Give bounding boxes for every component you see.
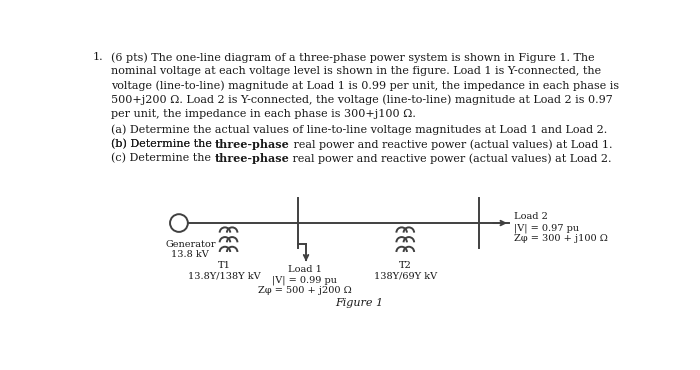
- Text: 500+j200 Ω. Load 2 is Y-connected, the voltage (line-to-line) magnitude at Load : 500+j200 Ω. Load 2 is Y-connected, the v…: [111, 95, 612, 105]
- Text: |V| = 0.97 pu: |V| = 0.97 pu: [514, 223, 579, 232]
- Text: Zφ = 300 + j100 Ω: Zφ = 300 + j100 Ω: [514, 234, 608, 243]
- Text: Load 1: Load 1: [288, 265, 321, 274]
- Text: three-phase: three-phase: [214, 153, 289, 164]
- Text: Load 2: Load 2: [514, 212, 547, 221]
- Text: (6 pts) The one-line diagram of a three-phase power system is shown in Figure 1.: (6 pts) The one-line diagram of a three-…: [111, 52, 594, 63]
- Text: (b) Determine the: (b) Determine the: [111, 139, 215, 149]
- Text: |V| = 0.99 pu: |V| = 0.99 pu: [272, 275, 337, 285]
- Text: nominal voltage at each voltage level is shown in the figure. Load 1 is Y-connec: nominal voltage at each voltage level is…: [111, 66, 601, 76]
- Text: (b) Determine the: (b) Determine the: [111, 139, 215, 149]
- Text: Zφ = 500 + j200 Ω: Zφ = 500 + j200 Ω: [258, 286, 351, 295]
- Text: per unit, the impedance in each phase is 300+j100 Ω.: per unit, the impedance in each phase is…: [111, 109, 416, 119]
- Text: T1: T1: [218, 261, 231, 270]
- Text: Figure 1: Figure 1: [335, 299, 383, 309]
- Text: real power and reactive power (actual values) at Load 2.: real power and reactive power (actual va…: [289, 153, 612, 164]
- Text: 13.8 kV: 13.8 kV: [172, 250, 209, 259]
- Text: (a) Determine the actual values of line-to-line voltage magnitudes at Load 1 and: (a) Determine the actual values of line-…: [111, 125, 607, 135]
- Text: real power and reactive power (actual values) at Load 1.: real power and reactive power (actual va…: [290, 139, 612, 150]
- Text: (b) Determine the three-phase real power and reactive power (actual values) at L: (b) Determine the three-phase real power…: [111, 139, 605, 150]
- Text: Generator: Generator: [166, 240, 216, 249]
- Text: 1.: 1.: [93, 52, 104, 62]
- Text: 13.8Y/138Y kV: 13.8Y/138Y kV: [188, 272, 261, 281]
- Text: voltage (line-to-line) magnitude at Load 1 is 0.99 per unit, the impedance in ea: voltage (line-to-line) magnitude at Load…: [111, 81, 619, 91]
- Text: three-phase: three-phase: [215, 139, 290, 150]
- Text: 138Y/69Y kV: 138Y/69Y kV: [374, 272, 437, 281]
- Text: (c) Determine the: (c) Determine the: [111, 153, 214, 164]
- Text: T2: T2: [399, 261, 412, 270]
